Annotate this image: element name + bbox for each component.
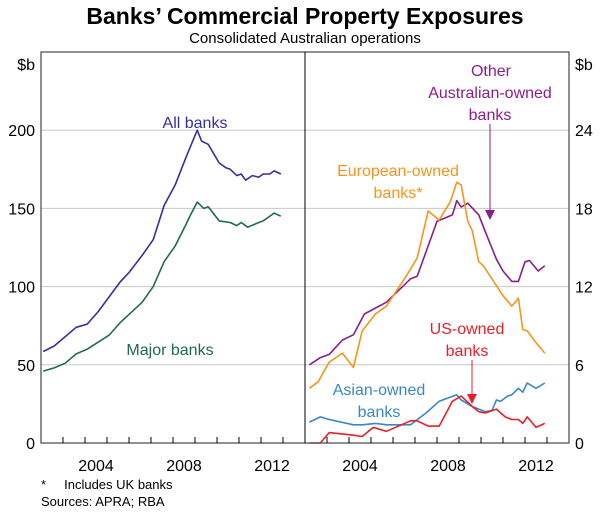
x-tick-label: 2012 — [254, 458, 290, 475]
arrow-other-aus — [485, 124, 495, 220]
label-all-banks: All banks — [163, 115, 228, 132]
y-tick-label: 100 — [8, 280, 35, 297]
gridlines — [41, 129, 569, 366]
y-tick-label: 200 — [8, 123, 35, 140]
x-axis-labels: 2004 2008 2012 2004 2008 2012 — [78, 458, 554, 475]
y-tick-label: 150 — [8, 201, 35, 218]
series-line-other-australian-owned-banks — [308, 199, 546, 366]
label-european-2: banks* — [374, 185, 423, 202]
y-axis-labels: 0 50 100 150 200 0 6 12 18 24 — [8, 123, 593, 453]
label-us-1: US-owned — [430, 321, 505, 338]
chart-title: Banks’ Commercial Property Exposures — [86, 3, 523, 29]
sources: Sources: APRA; RBA — [41, 494, 165, 509]
x-tick-label: 2012 — [518, 458, 554, 475]
series-line-us-owned-banks — [309, 395, 546, 444]
series-line-all-banks — [42, 129, 282, 353]
series-line-major-banks — [42, 201, 282, 372]
arrow-us — [467, 360, 477, 404]
y-tick-label: 6 — [575, 358, 584, 375]
x-tick-label: 2008 — [166, 458, 202, 475]
label-european-1: European-owned — [337, 163, 459, 180]
y-tick-label: 50 — [17, 358, 35, 375]
x-tick-label: 2004 — [78, 458, 114, 475]
series-line-european-owned-banks — [308, 181, 546, 389]
left-axis-unit: $b — [17, 57, 35, 74]
label-major-banks: Major banks — [126, 342, 213, 359]
label-other-aus-3: banks — [469, 107, 512, 124]
label-us-2: banks — [446, 343, 489, 360]
label-asian-1: Asian-owned — [333, 382, 426, 399]
x-tick-label: 2008 — [430, 458, 466, 475]
y-tick-label: 12 — [575, 280, 593, 297]
series-lines — [42, 129, 546, 444]
label-asian-2: banks — [358, 404, 401, 421]
label-other-aus-2: Australian-owned — [428, 85, 552, 102]
y-tick-label: 0 — [575, 436, 584, 453]
chart-subtitle: Consolidated Australian operations — [189, 30, 421, 47]
series-line-asian-owned-banks — [309, 382, 546, 426]
label-other-aus-1: Other — [471, 63, 512, 80]
right-axis-unit: $b — [575, 57, 593, 74]
y-tick-label: 24 — [575, 123, 593, 140]
y-tick-label: 0 — [26, 436, 35, 453]
x-axis-ticks — [62, 437, 548, 443]
x-tick-label: 2004 — [342, 458, 378, 475]
y-tick-label: 18 — [575, 201, 593, 218]
footnote: * Includes UK banks — [41, 477, 173, 492]
